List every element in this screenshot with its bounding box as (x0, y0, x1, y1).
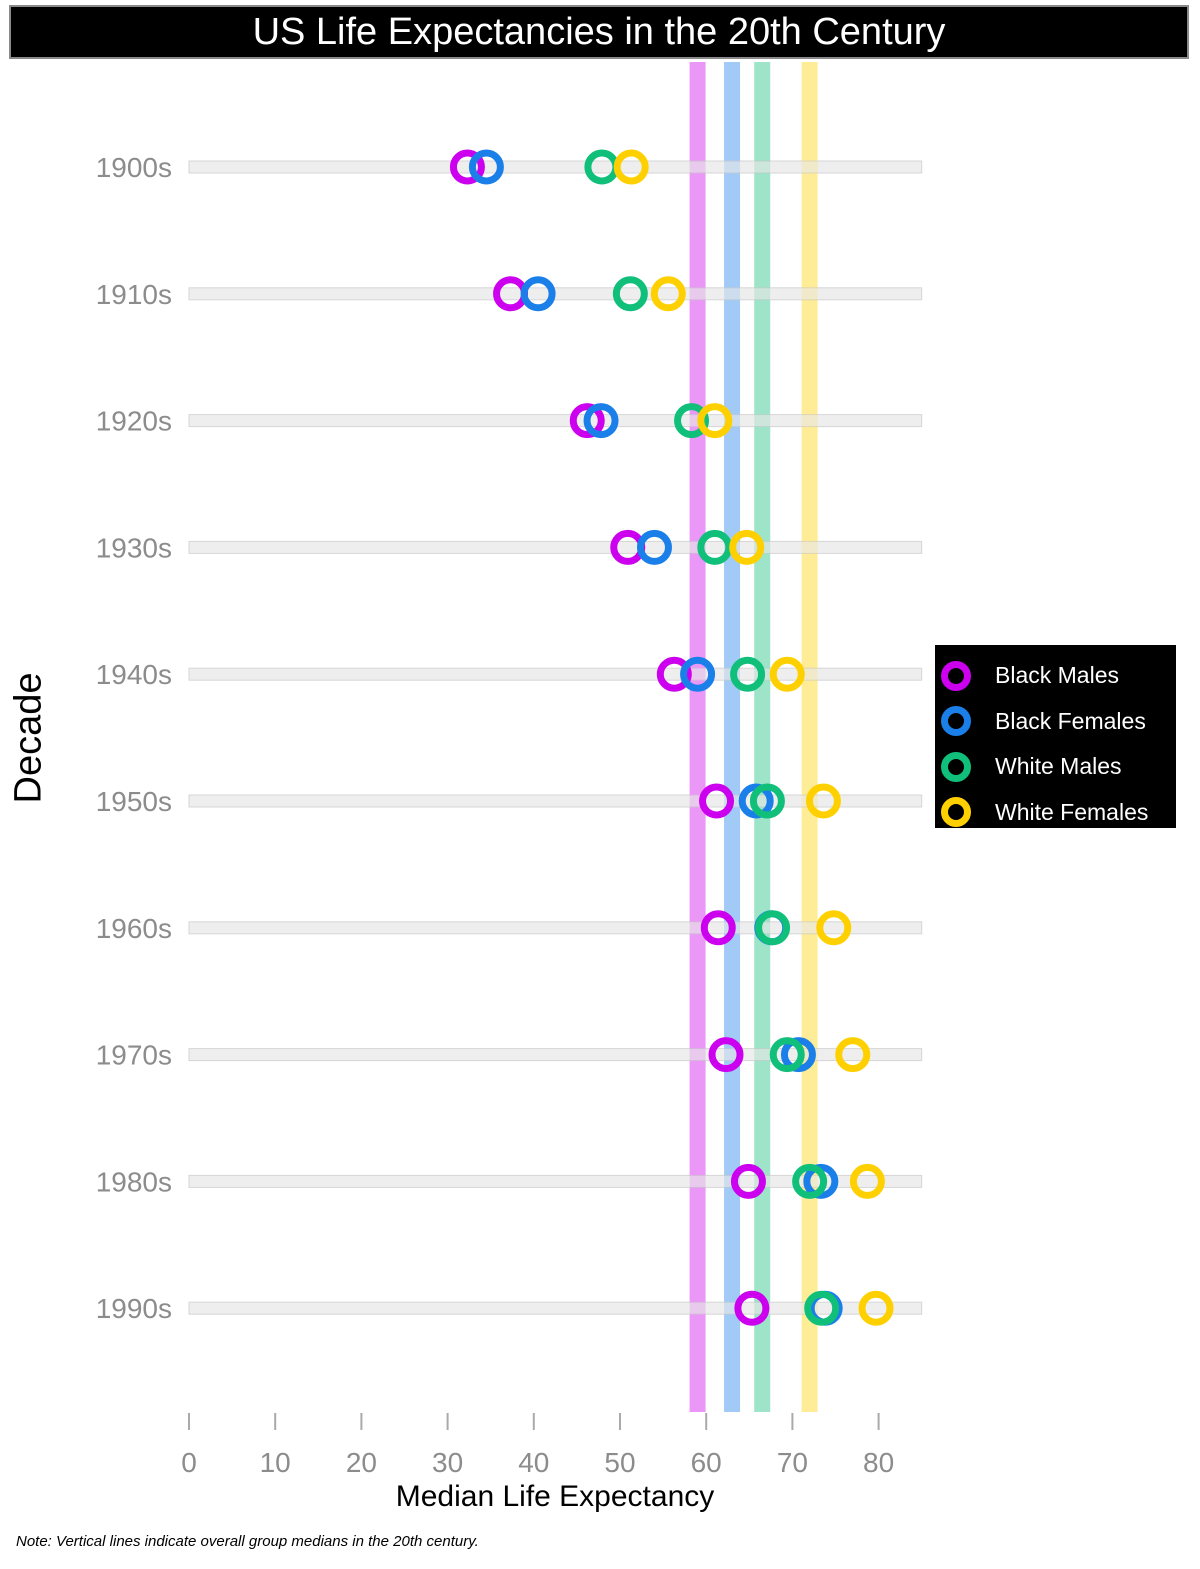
point-white-females-1990s (858, 1290, 894, 1326)
median-overlay-3 (754, 62, 771, 1412)
x-tick-label: 30 (432, 1447, 463, 1478)
point-black-females-1980s (803, 1163, 839, 1199)
x-tick-label: 60 (691, 1447, 722, 1478)
data-points (449, 149, 894, 1326)
legend-item-white-females: White Females (935, 790, 1176, 836)
median-lines-overlay (689, 62, 818, 1412)
median-overlay-2 (724, 62, 741, 1412)
legend-swatch (941, 660, 971, 691)
point-white-males-1980s (792, 1163, 828, 1199)
point-white-males-1940s (730, 656, 766, 692)
legend-item-black-females: Black Females (935, 699, 1176, 745)
point-white-males-1930s (697, 529, 733, 565)
y-tick-label: 1920s (96, 406, 172, 437)
point-black-females-1920s (583, 403, 619, 439)
y-tick-label: 1900s (96, 152, 172, 183)
median-line-4 (801, 62, 818, 1412)
x-tick-label: 40 (518, 1447, 549, 1478)
point-black-males-1940s (656, 656, 692, 692)
point-white-females-1970s (835, 1037, 871, 1073)
legend: Black Males Black Females White Males White… (935, 645, 1176, 828)
point-black-males-1990s (734, 1290, 770, 1326)
x-tick-label: 50 (604, 1447, 635, 1478)
median-overlay-4 (801, 62, 818, 1412)
point-white-females-1910s (650, 276, 686, 312)
footnote: Note: Vertical lines indicate overall gr… (16, 1533, 479, 1550)
legend-swatch (941, 797, 971, 828)
legend-swatch (941, 706, 971, 737)
median-line-2 (724, 62, 741, 1412)
point-black-females-1900s (468, 149, 504, 185)
point-black-females-1970s (780, 1037, 816, 1073)
point-white-females-1920s (697, 403, 733, 439)
point-white-males-1970s (769, 1037, 805, 1073)
track-1930s (188, 540, 923, 554)
median-lines (689, 62, 818, 1412)
point-white-males-1920s (674, 403, 710, 439)
x-tick-label: 80 (863, 1447, 894, 1478)
point-white-females-1980s (849, 1163, 885, 1199)
point-black-males-1920s (569, 403, 605, 439)
point-white-males-1990s (804, 1290, 840, 1326)
y-axis-label: Decade (7, 672, 50, 804)
x-tick-label: 20 (346, 1447, 377, 1478)
chart-title: US Life Expectancies in the 20th Century (9, 5, 1189, 59)
x-tick-label: 10 (260, 1447, 291, 1478)
legend-label: Black Females (995, 707, 1146, 734)
point-black-males-1980s (730, 1163, 766, 1199)
point-white-females-1940s (769, 656, 805, 692)
point-black-females-1910s (520, 276, 556, 312)
point-white-females-1900s (613, 149, 649, 185)
y-tick-label: 1960s (96, 913, 172, 944)
track-1940s (188, 667, 923, 681)
legend-item-white-males: White Males (935, 744, 1176, 790)
x-tick-label: 70 (777, 1447, 808, 1478)
median-line-3 (754, 62, 771, 1412)
point-white-males-1960s (755, 910, 791, 946)
y-tick-label: 1980s (96, 1166, 172, 1197)
y-tick-label: 1990s (96, 1293, 172, 1324)
y-tick-label: 1930s (96, 532, 172, 563)
y-axis: 1900s 1910s 1920s 1930s 1940s 1950s 1960s 1970s… (96, 152, 172, 1324)
point-black-males-1970s (708, 1037, 744, 1073)
point-black-males-1950s (699, 783, 735, 819)
point-black-males-1900s (449, 149, 485, 185)
point-white-females-1950s (805, 783, 841, 819)
x-axis: 0 10 20 30 40 50 60 70 80 (181, 1413, 894, 1478)
track-1980s (188, 1174, 923, 1188)
y-tick-label: 1910s (96, 279, 172, 310)
legend-label: White Females (995, 798, 1149, 825)
x-tick-label: 0 (181, 1447, 197, 1478)
point-white-males-1910s (612, 276, 648, 312)
track-1960s (188, 921, 923, 935)
x-axis-label: Median Life Expectancy (395, 1480, 715, 1513)
track-1950s (188, 794, 923, 808)
median-line-1 (689, 62, 706, 1412)
legend-swatch (941, 751, 971, 782)
legend-item-black-males: Black Males (935, 653, 1176, 699)
decade-tracks (188, 160, 923, 1315)
legend-label: Black Males (995, 662, 1119, 689)
point-white-females-1960s (816, 910, 852, 946)
y-tick-label: 1950s (96, 786, 172, 817)
point-black-females-1940s (680, 656, 716, 692)
point-black-males-1960s (700, 910, 736, 946)
point-black-females-1950s (738, 783, 774, 819)
y-tick-label: 1940s (96, 659, 172, 690)
legend-label: White Males (995, 753, 1122, 780)
y-tick-label: 1970s (96, 1040, 172, 1071)
point-white-females-1930s (729, 529, 765, 565)
point-black-females-1930s (636, 529, 672, 565)
median-overlay-1 (689, 62, 706, 1412)
track-1900s (188, 160, 923, 174)
track-1920s (188, 414, 923, 428)
point-white-males-1950s (749, 783, 785, 819)
